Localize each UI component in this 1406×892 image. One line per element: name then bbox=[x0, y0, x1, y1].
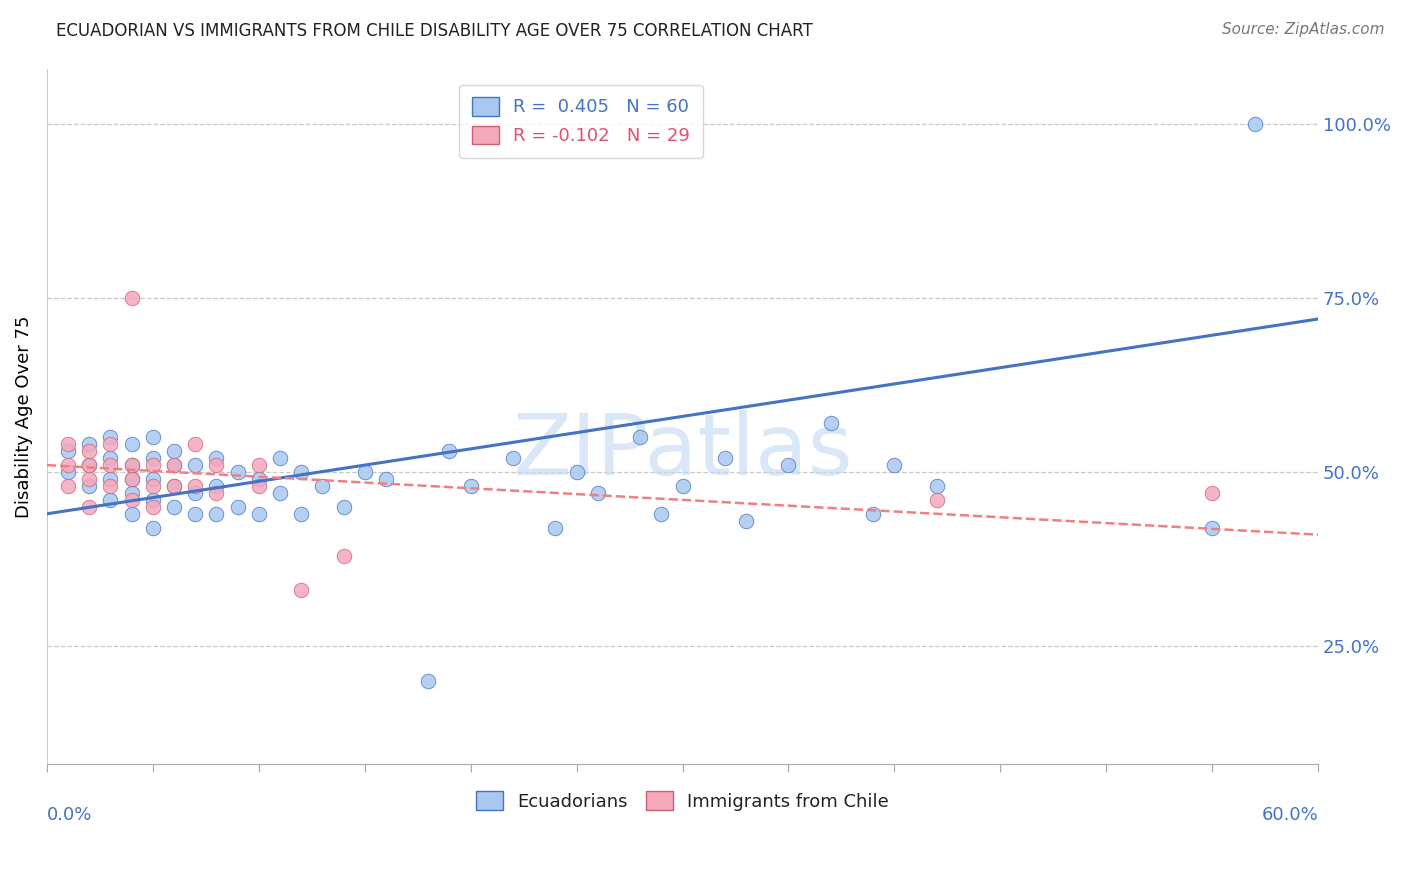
Text: ZIPatlas: ZIPatlas bbox=[512, 409, 853, 492]
Point bbox=[56, 458, 79, 472]
Point bbox=[502, 451, 524, 466]
Point bbox=[460, 479, 482, 493]
Point bbox=[925, 492, 948, 507]
Point bbox=[184, 507, 207, 521]
Point bbox=[735, 514, 758, 528]
Point bbox=[77, 444, 100, 458]
Point bbox=[56, 479, 79, 493]
Point bbox=[163, 479, 186, 493]
Point bbox=[142, 451, 165, 466]
Point bbox=[184, 479, 207, 493]
Point bbox=[142, 500, 165, 514]
Point bbox=[100, 451, 122, 466]
Point bbox=[650, 507, 672, 521]
Point bbox=[100, 458, 122, 472]
Text: 0.0%: 0.0% bbox=[46, 806, 93, 824]
Point bbox=[163, 479, 186, 493]
Point bbox=[374, 472, 396, 486]
Point bbox=[121, 437, 143, 451]
Point bbox=[121, 291, 143, 305]
Point bbox=[184, 458, 207, 472]
Point bbox=[247, 472, 270, 486]
Point bbox=[332, 500, 354, 514]
Point bbox=[121, 472, 143, 486]
Point bbox=[714, 451, 737, 466]
Point bbox=[184, 486, 207, 500]
Point bbox=[163, 500, 186, 514]
Point bbox=[56, 465, 79, 479]
Point bbox=[247, 507, 270, 521]
Point bbox=[1201, 521, 1223, 535]
Point bbox=[77, 500, 100, 514]
Point bbox=[77, 472, 100, 486]
Point bbox=[332, 549, 354, 563]
Point bbox=[544, 521, 567, 535]
Point bbox=[290, 465, 312, 479]
Point bbox=[205, 486, 228, 500]
Point bbox=[142, 521, 165, 535]
Point bbox=[205, 507, 228, 521]
Point bbox=[100, 430, 122, 444]
Point bbox=[77, 458, 100, 472]
Point bbox=[925, 479, 948, 493]
Point bbox=[142, 472, 165, 486]
Point bbox=[100, 492, 122, 507]
Point bbox=[226, 500, 249, 514]
Point bbox=[142, 479, 165, 493]
Point bbox=[565, 465, 588, 479]
Text: 60.0%: 60.0% bbox=[1261, 806, 1319, 824]
Point bbox=[1201, 486, 1223, 500]
Point bbox=[77, 437, 100, 451]
Point bbox=[586, 486, 609, 500]
Point bbox=[353, 465, 375, 479]
Point bbox=[121, 458, 143, 472]
Point bbox=[226, 465, 249, 479]
Point bbox=[820, 417, 842, 431]
Point bbox=[100, 479, 122, 493]
Text: Source: ZipAtlas.com: Source: ZipAtlas.com bbox=[1222, 22, 1385, 37]
Point bbox=[628, 430, 651, 444]
Point bbox=[1243, 117, 1265, 131]
Point bbox=[121, 472, 143, 486]
Point bbox=[163, 458, 186, 472]
Point bbox=[290, 507, 312, 521]
Point bbox=[184, 437, 207, 451]
Point bbox=[121, 492, 143, 507]
Point bbox=[778, 458, 800, 472]
Point bbox=[418, 673, 440, 688]
Point bbox=[311, 479, 333, 493]
Point bbox=[205, 479, 228, 493]
Point bbox=[439, 444, 461, 458]
Point bbox=[205, 458, 228, 472]
Point bbox=[142, 430, 165, 444]
Point bbox=[163, 444, 186, 458]
Point bbox=[121, 507, 143, 521]
Point bbox=[77, 479, 100, 493]
Point bbox=[77, 458, 100, 472]
Point bbox=[269, 451, 291, 466]
Point bbox=[247, 479, 270, 493]
Point bbox=[142, 458, 165, 472]
Text: ECUADORIAN VS IMMIGRANTS FROM CHILE DISABILITY AGE OVER 75 CORRELATION CHART: ECUADORIAN VS IMMIGRANTS FROM CHILE DISA… bbox=[56, 22, 813, 40]
Legend: Ecuadorians, Immigrants from Chile: Ecuadorians, Immigrants from Chile bbox=[468, 784, 897, 818]
Point bbox=[247, 458, 270, 472]
Point bbox=[121, 486, 143, 500]
Point bbox=[142, 492, 165, 507]
Point bbox=[56, 444, 79, 458]
Point bbox=[121, 458, 143, 472]
Point bbox=[671, 479, 693, 493]
Point bbox=[862, 507, 884, 521]
Point bbox=[163, 458, 186, 472]
Point bbox=[56, 437, 79, 451]
Point bbox=[290, 583, 312, 598]
Point bbox=[269, 486, 291, 500]
Point bbox=[205, 451, 228, 466]
Point bbox=[883, 458, 905, 472]
Y-axis label: Disability Age Over 75: Disability Age Over 75 bbox=[15, 315, 32, 517]
Point bbox=[100, 437, 122, 451]
Point bbox=[100, 472, 122, 486]
